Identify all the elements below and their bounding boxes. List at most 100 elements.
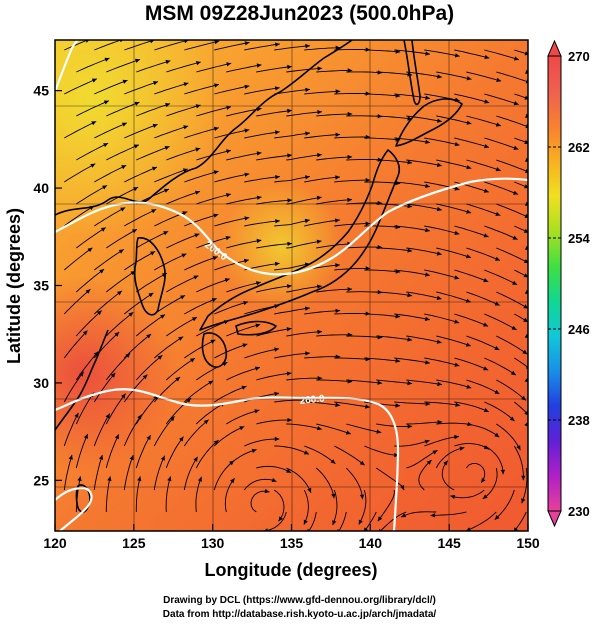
streamline [136, 60, 171, 73]
streamline [394, 269, 430, 276]
streamline-arrowhead [195, 190, 200, 195]
streamline-arrowhead [345, 430, 351, 435]
streamline [183, 380, 214, 403]
streamline-arrowhead [160, 314, 166, 319]
streamline-arrowhead [85, 289, 91, 294]
streamline-arrowhead [134, 101, 140, 106]
streamline-arrowhead [225, 236, 231, 241]
streamline [406, 71, 442, 78]
streamline [256, 285, 292, 293]
streamline-arrowhead [256, 281, 261, 286]
streamline [304, 90, 341, 95]
streamline-arrowhead [436, 206, 442, 212]
streamline [424, 357, 460, 367]
streamline-arrowhead [317, 284, 322, 289]
streamline [484, 181, 519, 195]
streamline-arrowhead [226, 62, 232, 67]
streamline [166, 275, 199, 293]
streamline-arrowhead [133, 144, 139, 149]
streamline [256, 66, 292, 73]
streamline-arrowhead [363, 527, 368, 531]
map-title: MSM 09Z28Jun2023 (500.0hPa) [144, 2, 455, 25]
streamline [183, 419, 209, 447]
streamline-arrowhead [377, 516, 383, 522]
streamline-arrowhead [160, 455, 165, 461]
streamline [450, 489, 485, 499]
streamline [154, 336, 184, 359]
streamline-arrowhead [121, 393, 126, 399]
streamline [184, 256, 218, 271]
streamline [484, 49, 520, 61]
streamline-arrowhead [483, 188, 489, 193]
streamline-arrowhead [317, 153, 322, 158]
streamline-arrowhead [466, 165, 472, 170]
streamline [482, 467, 498, 500]
streamline-arrowhead [100, 227, 106, 232]
streamline [454, 357, 489, 371]
streamline-arrowhead [264, 488, 270, 494]
streamline [346, 423, 382, 433]
contour-line-north [55, 177, 528, 276]
streamline-arrowhead [455, 402, 461, 407]
streamline [64, 205, 95, 227]
streamline-arrowhead [182, 168, 188, 173]
streamline [63, 454, 73, 491]
streamline-arrowhead [256, 195, 262, 200]
streamline [466, 115, 502, 127]
streamline [424, 436, 459, 447]
streamline-arrowhead [135, 58, 140, 63]
streamline-arrowhead [335, 218, 340, 223]
streamline [424, 181, 460, 191]
streamline-arrowhead [335, 132, 341, 137]
contour-label: 260.0 [299, 393, 325, 407]
streamline [376, 335, 413, 341]
streamline [316, 113, 353, 117]
streamline [123, 455, 134, 491]
streamline [484, 445, 504, 475]
streamline [304, 401, 341, 406]
streamline [454, 269, 489, 283]
x-tick-label: 135 [280, 535, 304, 551]
streamline-arrowhead [450, 494, 456, 500]
contour-line-south [55, 388, 400, 531]
streamline [136, 272, 168, 293]
streamline-arrowhead [175, 377, 181, 382]
streamline-arrowhead [483, 408, 489, 412]
streamline-arrowhead [317, 329, 322, 335]
streamline-arrowhead [407, 116, 413, 121]
streamline-arrowhead [305, 351, 310, 356]
streamline [76, 100, 110, 117]
streamline-arrowhead [255, 323, 261, 328]
streamline-arrowhead [483, 278, 489, 283]
streamline [224, 478, 235, 513]
streamline-arrowhead [305, 175, 310, 180]
streamline [316, 334, 353, 337]
streamline [430, 511, 467, 516]
streamline-arrowhead [466, 209, 472, 214]
streamline-arrowhead [229, 460, 234, 466]
streamline-arrowhead [117, 290, 122, 296]
streamline [226, 366, 261, 381]
streamline-arrowhead [197, 476, 202, 482]
colorbar-tick-label: 254 [568, 231, 590, 246]
streamline-arrowhead [459, 446, 465, 451]
streamline-arrowhead [180, 295, 186, 300]
streamline-arrowhead [522, 349, 528, 355]
streamline-arrowhead [466, 384, 472, 389]
streamline-arrowhead [437, 420, 443, 425]
streamline-arrowhead [129, 455, 134, 461]
streamline [195, 476, 202, 513]
streamline-arrowhead [105, 413, 110, 419]
streamline [424, 49, 460, 57]
streamline [304, 356, 341, 359]
streamline [406, 379, 443, 386]
streamline-arrowhead [274, 391, 280, 396]
streamline-arrowhead [274, 86, 280, 91]
streamline-arrowhead [213, 126, 219, 131]
streamline [304, 310, 341, 315]
streamline [105, 352, 131, 381]
streamline [94, 40, 121, 51]
streamline [64, 120, 97, 139]
streamline-arrowhead [407, 380, 413, 386]
streamline [256, 328, 292, 337]
